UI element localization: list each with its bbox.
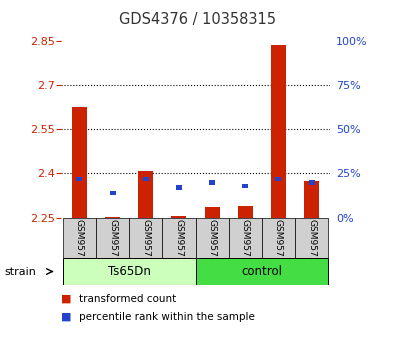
Bar (96, 218, 129, 258)
Bar (242, 184, 248, 188)
Text: GSM957179: GSM957179 (307, 219, 316, 274)
Bar (275, 177, 281, 181)
Bar (63, 258, 196, 285)
Bar (72, 107, 87, 218)
Bar (196, 218, 229, 258)
Text: ■: ■ (61, 294, 72, 304)
Bar (209, 180, 215, 184)
Text: strain: strain (4, 267, 36, 276)
Text: transformed count: transformed count (79, 294, 176, 304)
Text: GSM957172: GSM957172 (75, 219, 84, 274)
Text: GSM957177: GSM957177 (241, 219, 250, 274)
Bar (196, 258, 328, 285)
Bar (229, 218, 262, 258)
Bar (110, 191, 116, 195)
Bar (63, 218, 96, 258)
Text: GSM957176: GSM957176 (208, 219, 216, 274)
Bar (129, 218, 162, 258)
Bar (238, 206, 253, 218)
Bar (295, 218, 328, 258)
Bar (143, 177, 149, 181)
Text: GSM957173: GSM957173 (108, 219, 117, 274)
Bar (162, 218, 196, 258)
Text: GDS4376 / 10358315: GDS4376 / 10358315 (119, 12, 276, 27)
Bar (271, 45, 286, 218)
Bar (304, 181, 319, 218)
Text: Ts65Dn: Ts65Dn (108, 265, 150, 278)
Bar (138, 171, 153, 218)
Bar (262, 218, 295, 258)
Bar (105, 217, 120, 218)
Bar (176, 185, 182, 190)
Bar (205, 207, 220, 218)
Bar (308, 180, 314, 184)
Bar (77, 177, 83, 181)
Bar (171, 216, 186, 218)
Text: GSM957175: GSM957175 (175, 219, 183, 274)
Text: ■: ■ (61, 312, 72, 322)
Text: GSM957178: GSM957178 (274, 219, 283, 274)
Text: GSM957174: GSM957174 (141, 219, 150, 274)
Text: percentile rank within the sample: percentile rank within the sample (79, 312, 255, 322)
Text: control: control (241, 265, 282, 278)
